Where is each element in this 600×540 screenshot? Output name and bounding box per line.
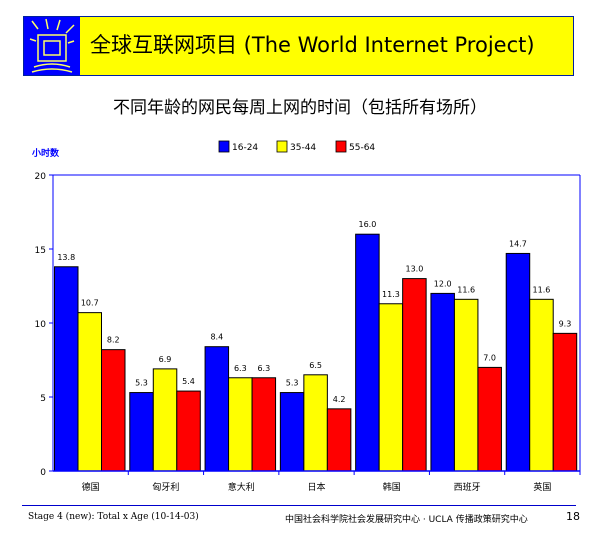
x-tick-label: 德国 <box>82 481 100 493</box>
y-tick-label: 10 <box>35 320 47 330</box>
bar <box>101 349 126 472</box>
data-label: 7.0 <box>483 353 496 362</box>
data-label: 5.3 <box>286 379 299 388</box>
bar <box>228 377 253 472</box>
data-label: 5.4 <box>182 377 195 386</box>
bar <box>176 390 201 472</box>
bar <box>326 408 352 472</box>
y-tick-label: 20 <box>35 172 47 182</box>
data-label: 6.9 <box>159 355 172 364</box>
data-label: 11.6 <box>533 285 551 294</box>
y-tick-label: 5 <box>40 394 46 404</box>
bar <box>477 366 502 472</box>
y-tick-label: 0 <box>40 468 46 478</box>
data-label: 14.7 <box>509 239 527 248</box>
bar-chart: 小时数 16-24 35-44 55-64 0 5 10 15 20 13.8 10.7 8.2 德国 5… <box>31 140 581 493</box>
data-label: 6.3 <box>234 364 247 373</box>
data-label: 13.8 <box>57 253 75 262</box>
legend-swatch <box>218 140 230 153</box>
page-title: 全球互联网项目 (The World Internet Project) <box>90 33 535 57</box>
legend-label: 55-64 <box>349 143 375 153</box>
bar <box>204 346 230 472</box>
data-label: 10.7 <box>81 299 99 308</box>
bar <box>378 303 404 472</box>
y-tick-label: 15 <box>35 246 46 256</box>
bar <box>129 392 154 472</box>
data-label: 5.3 <box>135 379 148 388</box>
data-label: 6.5 <box>309 361 322 370</box>
footer-divider <box>22 505 576 506</box>
data-label: 8.2 <box>107 336 120 345</box>
x-tick-label: 韩国 <box>383 481 401 493</box>
bar <box>505 252 531 472</box>
footer-source-note: Stage 4 (new): Total x Age (10-14-03) <box>28 512 199 522</box>
data-label: 13.0 <box>405 265 423 274</box>
legend-swatch <box>335 140 347 153</box>
chart-subtitle: 不同年龄的网民每周上网的时间（包括所有场所） <box>113 98 487 118</box>
page-number: 18 <box>566 510 580 523</box>
x-tick-label: 西班牙 <box>454 481 481 493</box>
data-label: 12.0 <box>434 279 452 288</box>
data-label: 4.2 <box>333 395 346 404</box>
bar <box>529 298 554 472</box>
footer-organizations: 中国社会科学院社会发展研究中心 · UCLA 传播政策研究中心 <box>285 515 528 525</box>
bar <box>152 368 178 472</box>
x-tick-label: 日本 <box>307 481 325 493</box>
bar <box>303 374 328 472</box>
header-banner: 全球互联网项目 (The World Internet Project) <box>23 16 574 76</box>
bar <box>402 278 427 472</box>
bar <box>453 298 479 472</box>
y-axis-label: 小时数 <box>31 147 60 159</box>
legend-label: 35-44 <box>290 143 316 153</box>
legend-label: 16-24 <box>232 143 258 153</box>
legend-swatch <box>276 140 288 153</box>
bar <box>251 377 277 472</box>
bar <box>77 312 102 472</box>
x-tick-label: 意大利 <box>228 481 255 493</box>
bar <box>54 266 79 472</box>
data-label: 6.3 <box>257 364 270 373</box>
bar <box>279 392 305 472</box>
monitor-rays-icon <box>24 17 80 75</box>
x-tick-label: 匈牙利 <box>152 481 179 493</box>
data-label: 11.3 <box>382 290 400 299</box>
bar <box>430 292 455 472</box>
data-label: 9.3 <box>559 319 572 328</box>
x-tick-label: 英国 <box>533 481 551 493</box>
bar <box>355 233 380 472</box>
bar <box>552 332 578 472</box>
data-label: 16.0 <box>358 220 376 229</box>
data-label: 11.6 <box>457 285 475 294</box>
data-label: 8.4 <box>210 333 223 342</box>
